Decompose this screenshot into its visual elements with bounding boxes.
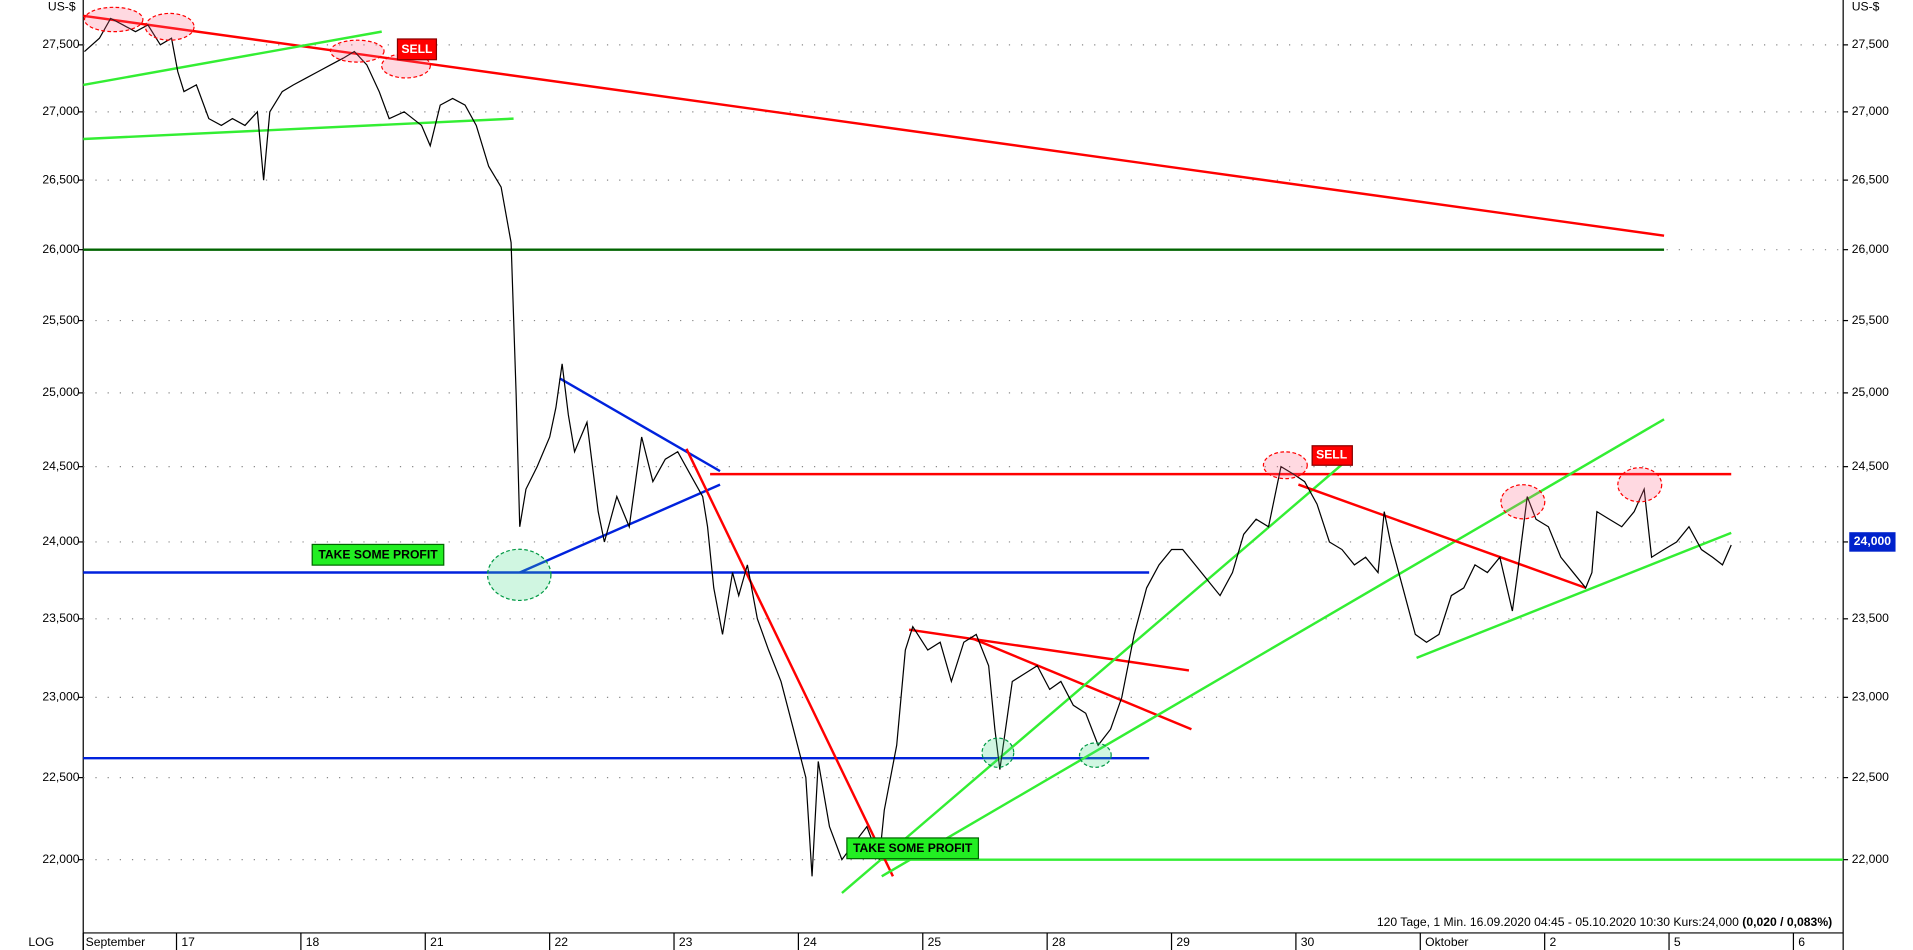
ellipse bbox=[1617, 467, 1663, 503]
trendline bbox=[558, 377, 721, 473]
annotation-text: TAKE SOME PROFIT bbox=[318, 548, 438, 562]
x-tick-label: 22 bbox=[555, 935, 569, 949]
trendline bbox=[881, 418, 1665, 878]
trendline bbox=[519, 483, 721, 574]
profit-box bbox=[311, 543, 445, 566]
x-tick-label: 24 bbox=[803, 935, 817, 949]
annotation-text: SELL bbox=[1316, 448, 1348, 462]
y-tick-label: 22,500 bbox=[42, 770, 79, 784]
last-price-box bbox=[1849, 532, 1896, 552]
ellipse bbox=[1262, 451, 1308, 480]
y-tick-label: 23,000 bbox=[42, 690, 79, 704]
annotation-text: SELL bbox=[401, 42, 433, 56]
y-tick-label-right: 25,500 bbox=[1852, 313, 1889, 327]
x-tick-label: 25 bbox=[928, 935, 942, 949]
y-tick-label: 22,000 bbox=[42, 852, 79, 866]
x-tick-label: 17 bbox=[181, 935, 195, 949]
trendline bbox=[841, 458, 1349, 894]
y-tick-label-right: 27,000 bbox=[1852, 104, 1889, 118]
x-tick-label: 6 bbox=[1798, 935, 1805, 949]
profit-box bbox=[846, 837, 980, 860]
trendline bbox=[1297, 483, 1587, 590]
x-tick-label: 29 bbox=[1176, 935, 1190, 949]
sell-box bbox=[396, 38, 438, 61]
x-tick-label: 21 bbox=[430, 935, 444, 949]
y-tick-label-right: 22,500 bbox=[1852, 770, 1889, 784]
ellipse bbox=[1500, 484, 1546, 520]
y-tick-label-right: 24,500 bbox=[1852, 459, 1889, 473]
y-axis-label-right: US-$ bbox=[1852, 0, 1880, 14]
trendline bbox=[969, 636, 1192, 731]
footer-change: (0,020 / 0,083%) bbox=[1742, 915, 1832, 929]
ellipse bbox=[144, 12, 195, 41]
last-price-label: 24,000 bbox=[1854, 534, 1891, 548]
footer-text: 120 Tage, 1 Min. 16.09.2020 04:45 - 05.1… bbox=[1377, 915, 1739, 929]
x-tick-label: Oktober bbox=[1425, 935, 1468, 949]
annotation: TAKE SOME PROFIT bbox=[311, 543, 445, 566]
scale-label: LOG bbox=[28, 935, 54, 949]
x-tick-label: 18 bbox=[306, 935, 320, 949]
x-tick-label: 2 bbox=[1550, 935, 1557, 949]
trendline bbox=[83, 14, 1665, 237]
annotation: TAKE SOME PROFIT bbox=[846, 837, 980, 860]
y-tick-label-right: 27,500 bbox=[1852, 37, 1889, 51]
y-tick-label-right: 25,000 bbox=[1852, 385, 1889, 399]
ellipse bbox=[1078, 742, 1112, 768]
x-tick-label: 28 bbox=[1052, 935, 1066, 949]
y-tick-label: 23,500 bbox=[42, 611, 79, 625]
trendline bbox=[83, 117, 514, 141]
annotation: SELL bbox=[396, 38, 438, 61]
ellipse bbox=[981, 737, 1015, 768]
x-tick-label: 5 bbox=[1674, 935, 1681, 949]
annotation-text: TAKE SOME PROFIT bbox=[853, 841, 973, 855]
price-line bbox=[84, 17, 1732, 877]
y-tick-label: 27,500 bbox=[42, 37, 79, 51]
y-tick-label: 25,500 bbox=[42, 313, 79, 327]
plot: 22,000 22,000 22,500 22,500 23,000 23,000 23,5… bbox=[42, 14, 1889, 950]
y-axis-label: US-$ bbox=[48, 0, 76, 14]
trendline bbox=[908, 628, 1190, 672]
y-tick-label-right: 26,000 bbox=[1852, 242, 1889, 256]
y-tick-label: 26,500 bbox=[42, 172, 79, 186]
trendline bbox=[1416, 531, 1732, 660]
ellipse bbox=[486, 548, 552, 602]
y-tick-label-right: 23,500 bbox=[1852, 611, 1889, 625]
y-tick-label-right: 22,000 bbox=[1852, 852, 1889, 866]
y-tick-label-right: 23,000 bbox=[1852, 690, 1889, 704]
ellipse bbox=[329, 39, 385, 63]
y-tick-label: 24,500 bbox=[42, 459, 79, 473]
x-tick-label: 23 bbox=[679, 935, 693, 949]
footer: 120 Tage, 1 Min. 16.09.2020 04:45 - 05.1… bbox=[1377, 915, 1832, 929]
trendline bbox=[685, 448, 895, 877]
ellipse bbox=[83, 6, 144, 33]
y-tick-label: 25,000 bbox=[42, 385, 79, 399]
x-tick-label: 30 bbox=[1301, 935, 1315, 949]
y-tick-label: 24,000 bbox=[42, 534, 79, 548]
trendline bbox=[83, 30, 382, 87]
sell-box bbox=[1311, 445, 1353, 466]
annotation: SELL bbox=[1311, 445, 1353, 466]
y-tick-label: 27,000 bbox=[42, 104, 79, 118]
y-tick-label-right: 26,500 bbox=[1852, 172, 1889, 186]
x-tick-label: September bbox=[86, 935, 145, 949]
y-tick-label: 26,000 bbox=[42, 242, 79, 256]
